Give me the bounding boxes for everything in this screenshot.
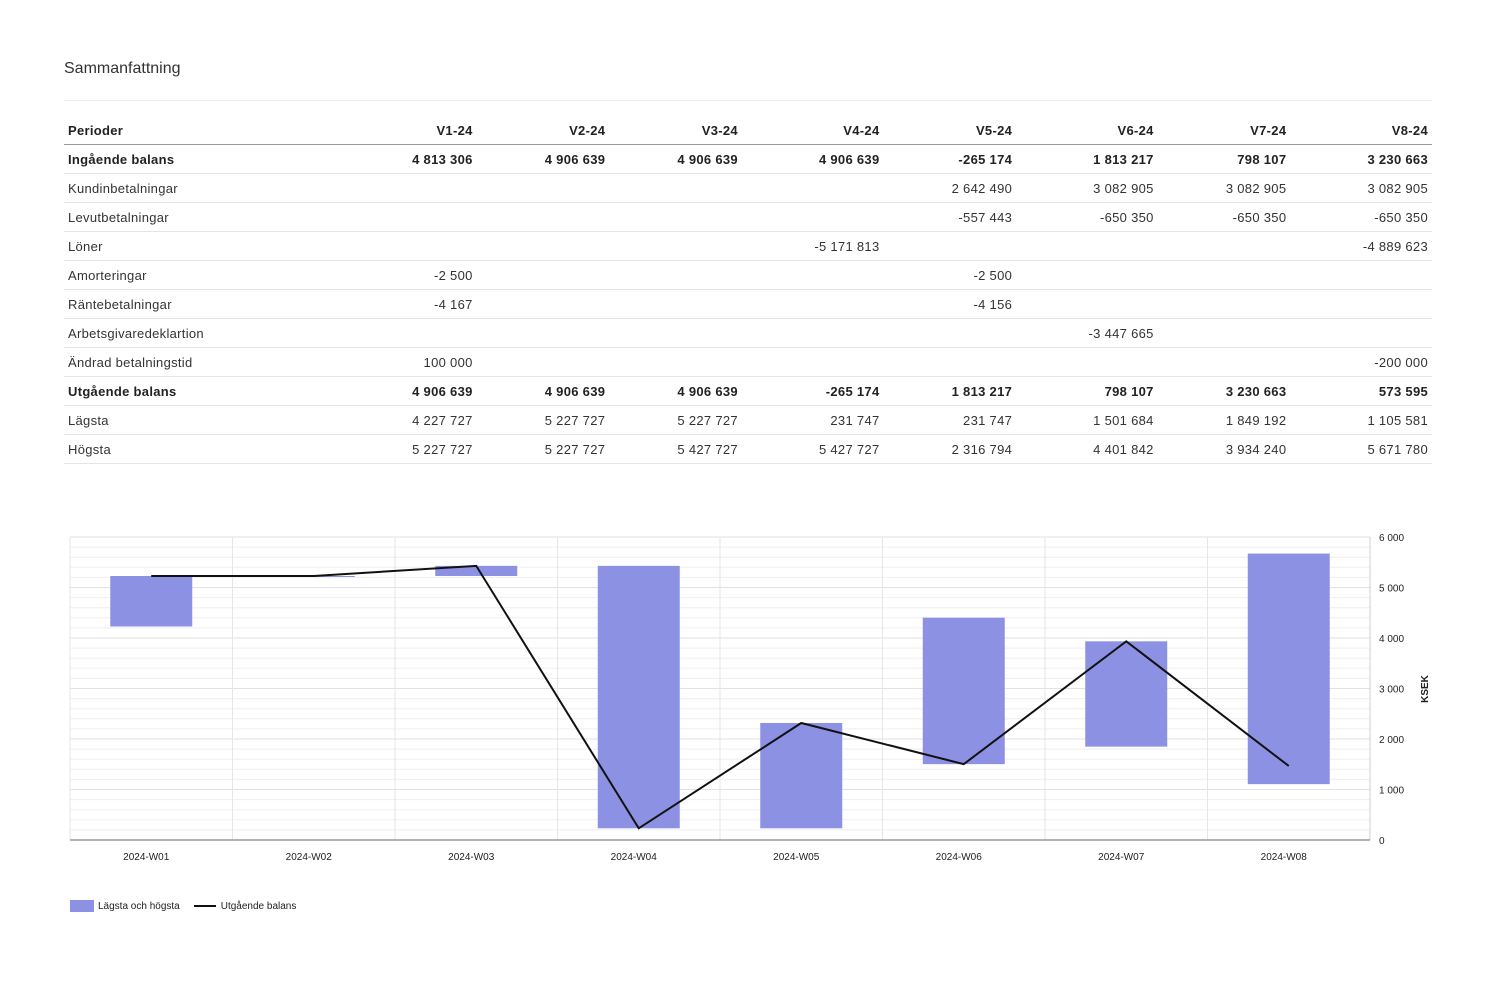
legend-line-label: Utgående balans — [221, 901, 297, 912]
y-tick-label: 6 000 — [1379, 533, 1404, 544]
x-tick-label: 2024-W02 — [286, 852, 333, 863]
y-tick-label: 5 000 — [1379, 584, 1404, 595]
y-tick-label: 3 000 — [1379, 685, 1404, 696]
x-tick-label: 2024-W05 — [773, 852, 820, 863]
bar-range — [1085, 641, 1167, 746]
x-tick-label: 2024-W08 — [1261, 852, 1308, 863]
legend-bar-swatch — [70, 900, 94, 912]
y-tick-label: 1 000 — [1379, 786, 1404, 797]
legend-bar-label: Lägsta och högsta — [98, 901, 180, 912]
bar-range — [760, 723, 842, 828]
x-tick-label: 2024-W07 — [1098, 852, 1145, 863]
y-tick-label: 4 000 — [1379, 634, 1404, 645]
x-tick-label: 2024-W03 — [448, 852, 495, 863]
bar-range — [1248, 554, 1330, 785]
y-tick-label: 2 000 — [1379, 735, 1404, 746]
x-tick-label: 2024-W06 — [936, 852, 983, 863]
legend-line-swatch — [194, 905, 216, 907]
y-axis-label: KSEK — [1420, 674, 1431, 703]
chart-legend: Lägsta och högsta Utgående balans — [70, 900, 296, 912]
bar-range — [110, 576, 192, 627]
x-tick-label: 2024-W01 — [123, 852, 170, 863]
y-tick-label: 0 — [1379, 836, 1385, 847]
bar-range — [598, 566, 680, 828]
x-tick-label: 2024-W04 — [611, 852, 658, 863]
